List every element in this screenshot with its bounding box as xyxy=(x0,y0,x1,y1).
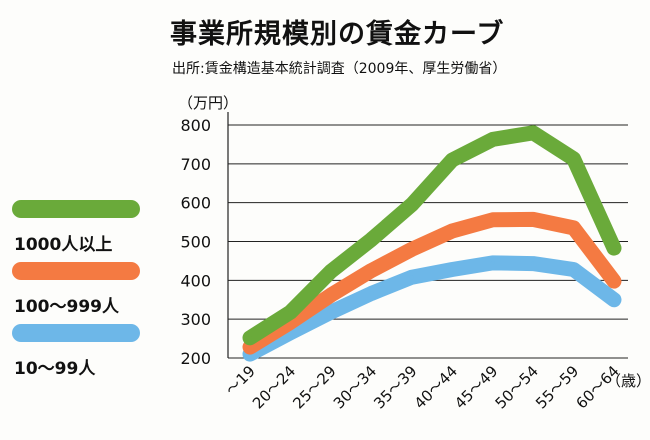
data-point-s1-7 xyxy=(531,217,536,222)
chart-title: 事業所規模別の賃金カーブ xyxy=(170,19,505,50)
y-tick-label-500: 500 xyxy=(180,233,211,252)
data-point-s0-1 xyxy=(288,310,293,315)
data-point-s1-3 xyxy=(369,268,374,273)
data-point-s2-8 xyxy=(571,267,576,272)
y-tick-label-800: 800 xyxy=(180,116,211,135)
data-point-s1-4 xyxy=(409,247,414,252)
data-point-s1-2 xyxy=(328,293,333,298)
data-point-s0-0 xyxy=(248,335,252,340)
legend-label-large: 1000人以上 xyxy=(14,235,113,255)
y-axis-unit: （万円） xyxy=(178,94,239,112)
series-line-1 xyxy=(242,211,622,355)
legend-item-small: 10～99人 xyxy=(8,324,158,386)
data-point-s2-1 xyxy=(288,330,293,335)
data-point-s2-9 xyxy=(612,297,616,302)
x-tick-label-4: 35～39 xyxy=(370,362,420,412)
y-tick-label-700: 700 xyxy=(180,155,211,174)
data-point-s0-3 xyxy=(369,237,374,242)
data-point-s0-6 xyxy=(490,137,495,142)
x-tick-label-6: 45～49 xyxy=(451,362,501,412)
x-axis-unit: （歳） xyxy=(606,372,650,390)
data-point-s2-2 xyxy=(328,310,333,315)
data-point-s0-8 xyxy=(571,156,576,161)
legend-swatch-large xyxy=(12,200,140,218)
x-tick-label-3: 30～34 xyxy=(330,362,380,412)
legend-swatch-medium xyxy=(12,262,140,280)
x-tick-label-1: 20～24 xyxy=(249,362,299,412)
legend-swatch-small xyxy=(12,324,140,342)
data-point-s1-5 xyxy=(450,229,455,234)
x-tick-label-5: 40～44 xyxy=(411,362,461,412)
data-point-s0-9 xyxy=(612,246,616,251)
y-tick-label-600: 600 xyxy=(180,194,211,213)
series-line-2 xyxy=(242,255,622,362)
x-tick-label-0: ～19 xyxy=(222,362,259,399)
data-point-s2-5 xyxy=(450,267,455,272)
y-tick-label-200: 200 xyxy=(180,349,211,368)
x-tick-label-2: 25～29 xyxy=(289,362,339,412)
legend-item-large: 1000人以上 xyxy=(8,200,158,262)
data-point-s2-6 xyxy=(490,260,495,265)
y-tick-label-400: 400 xyxy=(180,271,211,290)
data-point-s1-8 xyxy=(571,225,576,230)
data-point-s1-0 xyxy=(248,345,252,350)
data-point-s2-4 xyxy=(409,275,414,280)
y-tick-label-300: 300 xyxy=(180,310,211,329)
legend-label-medium: 100～999人 xyxy=(14,297,119,317)
data-point-s0-7 xyxy=(531,130,536,135)
data-point-s2-7 xyxy=(531,261,536,266)
x-tick-label-7: 50～54 xyxy=(492,362,542,412)
data-point-s0-2 xyxy=(328,269,333,274)
series-line-0 xyxy=(242,125,622,346)
legend-item-medium: 100～999人 xyxy=(8,262,158,324)
x-tick-label-8: 55～59 xyxy=(532,362,582,412)
data-point-s0-5 xyxy=(450,157,455,162)
legend-label-small: 10～99人 xyxy=(14,359,96,379)
legend: 1000人以上 100～999人 10～99人 xyxy=(8,200,158,386)
data-point-s1-6 xyxy=(490,217,495,222)
data-point-s1-9 xyxy=(612,279,616,284)
data-point-s2-3 xyxy=(369,291,374,296)
data-point-s0-4 xyxy=(409,202,414,207)
chart-source: 出所:賃金構造基本統計調査（2009年、厚生労働省） xyxy=(172,61,507,77)
